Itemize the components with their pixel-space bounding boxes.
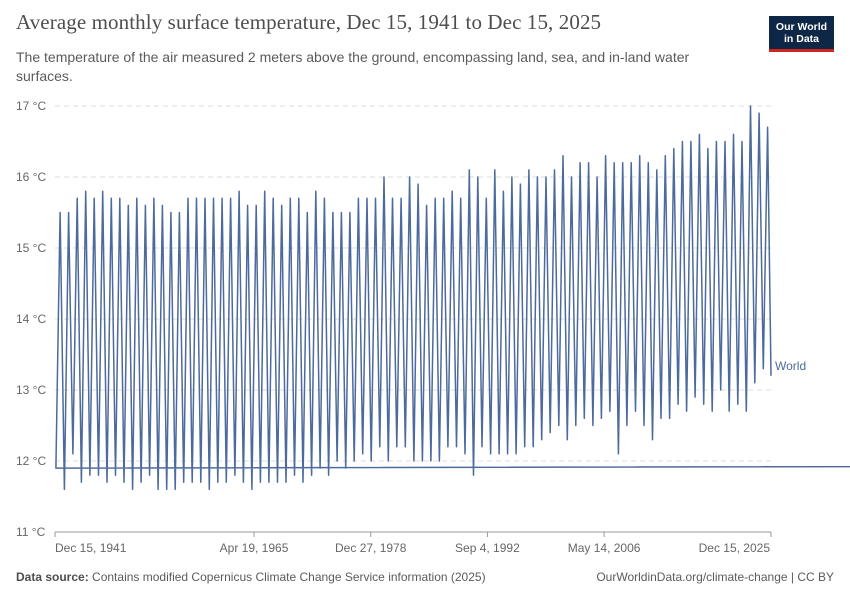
y-tick-label: 12 °C <box>16 454 46 468</box>
y-tick-label: 15 °C <box>16 241 46 255</box>
owid-logo[interactable]: Our World in Data <box>769 16 834 52</box>
y-tick-label: 11 °C <box>16 525 46 539</box>
footer-link[interactable]: OurWorldinData.org/climate-change | CC B… <box>596 570 834 584</box>
x-tick-label: Dec 15, 2025 <box>699 541 771 555</box>
y-tick-label: 16 °C <box>16 170 46 184</box>
data-source-text: Contains modified Copernicus Climate Cha… <box>92 570 486 584</box>
y-tick-label: 13 °C <box>16 383 46 397</box>
chart-title: Average monthly surface temperature, Dec… <box>16 10 602 34</box>
series-label-world: World <box>775 359 806 373</box>
series-group: World <box>55 105 850 491</box>
chart-subtitle: The temperature of the air measured 2 me… <box>16 49 690 84</box>
x-tick-label: Dec 27, 1978 <box>335 541 407 555</box>
data-source: Data source: Contains modified Copernicu… <box>16 570 486 584</box>
series-line-world <box>55 105 850 491</box>
y-axis: 11 °C 12 °C 13 °C 14 °C 15 °C 16 °C 17 °C <box>16 99 46 539</box>
x-tick-label: Sep 4, 1992 <box>455 541 520 555</box>
logo-line-2: in Data <box>783 33 819 45</box>
data-source-label: Data source: <box>16 570 89 584</box>
x-axis: Dec 15, 1941 Apr 19, 1965 Dec 27, 1978 Sep … <box>54 532 772 555</box>
x-tick-label: Apr 19, 1965 <box>220 541 289 555</box>
x-tick-label: Dec 15, 1941 <box>55 541 127 555</box>
x-tick-label: May 14, 2006 <box>568 541 641 555</box>
y-tick-label: 17 °C <box>16 99 46 113</box>
logo-line-1: Our World <box>775 21 828 33</box>
y-tick-label: 14 °C <box>16 312 46 326</box>
